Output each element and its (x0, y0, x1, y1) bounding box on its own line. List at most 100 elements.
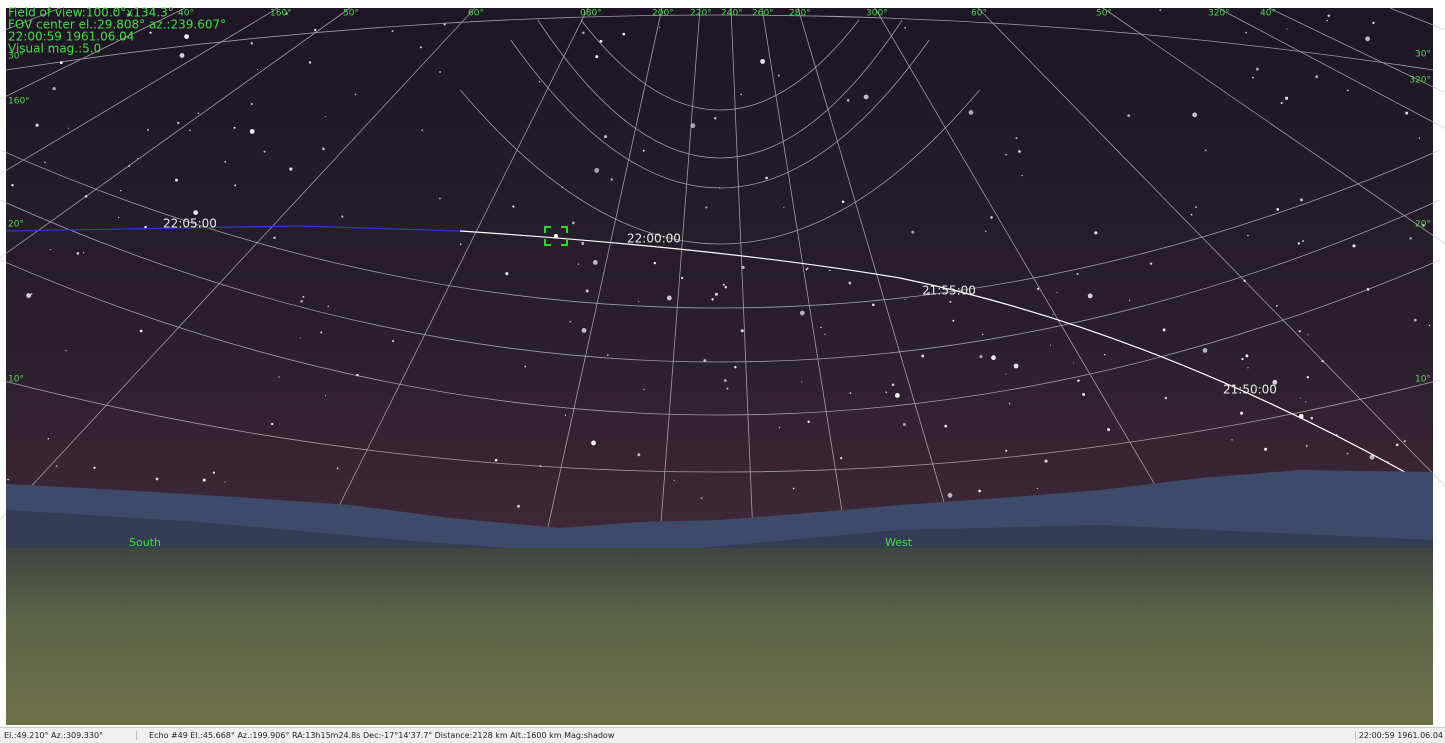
star (120, 190, 121, 191)
star (594, 168, 599, 173)
star (979, 355, 982, 358)
star (793, 488, 795, 490)
star (26, 293, 31, 298)
star (1104, 354, 1105, 355)
star (829, 270, 830, 271)
track-time-label: 21:50:00 (1223, 383, 1277, 397)
star (582, 32, 584, 34)
star (638, 301, 639, 302)
star (969, 110, 974, 115)
star (11, 184, 13, 186)
star (1247, 235, 1248, 236)
star (1129, 300, 1130, 301)
track-time-label: 22:05:00 (163, 217, 217, 231)
grid-label: 60° (468, 9, 484, 19)
star (911, 231, 914, 234)
star (1245, 354, 1248, 357)
grid-label: 50° (343, 9, 359, 19)
star (944, 425, 947, 428)
cardinal-label: South (129, 536, 161, 549)
star (1414, 319, 1417, 322)
star (654, 262, 656, 264)
star (1094, 231, 1097, 234)
star (895, 393, 900, 398)
grid-label: 280° (789, 9, 811, 19)
star (184, 34, 189, 39)
star (460, 243, 462, 245)
star (578, 264, 579, 265)
star (1192, 112, 1197, 117)
star (1044, 460, 1047, 463)
star (68, 128, 69, 129)
star (1247, 367, 1248, 368)
star (1005, 374, 1006, 375)
star (250, 129, 255, 134)
star (224, 481, 225, 482)
star (421, 129, 423, 131)
star (1327, 15, 1329, 17)
star (643, 389, 645, 391)
star (872, 303, 875, 306)
star (952, 320, 954, 322)
star (701, 497, 703, 499)
star (978, 490, 981, 493)
star (807, 268, 809, 270)
star (7, 479, 8, 480)
star (591, 441, 596, 446)
star (800, 311, 805, 316)
star (903, 423, 906, 426)
star (180, 53, 185, 58)
star (309, 61, 312, 64)
grid-label: 20° (8, 220, 24, 230)
star (118, 217, 119, 218)
star (1159, 9, 1161, 11)
grid-label: 30° (1415, 50, 1431, 60)
grid-label: 240° (721, 9, 743, 19)
star (1300, 398, 1301, 399)
star (885, 391, 887, 393)
grid-label: 40° (1260, 9, 1276, 19)
star (1396, 444, 1399, 447)
star (1409, 237, 1411, 239)
grid-label: 20° (1415, 220, 1431, 230)
star (904, 27, 905, 28)
star (300, 300, 303, 303)
star (495, 459, 498, 462)
star (175, 179, 178, 182)
star (1163, 328, 1166, 331)
star (1203, 348, 1208, 353)
star (600, 40, 603, 43)
star (565, 415, 566, 416)
star (1347, 453, 1349, 455)
star (724, 379, 727, 382)
star (715, 293, 718, 296)
star (643, 150, 645, 152)
star (740, 94, 742, 96)
star (921, 355, 924, 358)
star (444, 23, 446, 25)
track-time-label: 22:00:00 (627, 232, 681, 246)
cardinal-label: West (885, 536, 913, 549)
sky-view[interactable]: Field of view:100.0°x134.3° FOV center e… (0, 0, 1445, 727)
star (147, 129, 149, 131)
star (892, 383, 895, 386)
star (1021, 175, 1022, 176)
star (1191, 214, 1193, 216)
star (31, 293, 33, 295)
star (1205, 149, 1207, 151)
grid-label: 320° (1208, 9, 1230, 19)
star (667, 296, 672, 301)
star (392, 30, 394, 32)
star (779, 427, 780, 428)
star (320, 332, 322, 334)
star (820, 327, 822, 329)
star (1231, 439, 1232, 440)
grid-label: 10° (8, 375, 24, 385)
star (1352, 244, 1355, 247)
star (512, 205, 514, 207)
star (1276, 208, 1279, 211)
star (1052, 314, 1053, 315)
star (439, 71, 441, 73)
star (144, 226, 146, 228)
grid-label: 160° (270, 9, 292, 19)
